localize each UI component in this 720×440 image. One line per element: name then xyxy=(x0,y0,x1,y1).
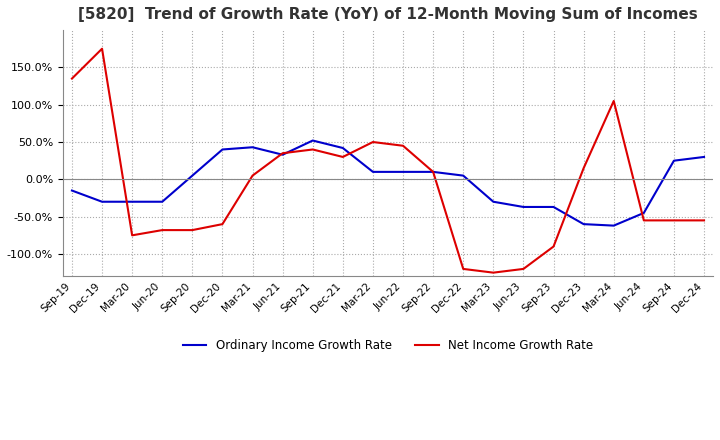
Net Income Growth Rate xyxy=(188,227,197,233)
Ordinary Income Growth Rate xyxy=(429,169,438,175)
Ordinary Income Growth Rate xyxy=(338,145,347,150)
Ordinary Income Growth Rate xyxy=(188,173,197,178)
Ordinary Income Growth Rate xyxy=(489,199,498,204)
Ordinary Income Growth Rate xyxy=(639,210,648,216)
Ordinary Income Growth Rate xyxy=(519,204,528,209)
Ordinary Income Growth Rate xyxy=(279,152,287,158)
Net Income Growth Rate xyxy=(489,270,498,275)
Net Income Growth Rate xyxy=(670,218,678,223)
Ordinary Income Growth Rate xyxy=(399,169,408,175)
Net Income Growth Rate xyxy=(279,150,287,156)
Net Income Growth Rate xyxy=(248,173,257,178)
Ordinary Income Growth Rate xyxy=(549,204,558,209)
Net Income Growth Rate xyxy=(338,154,347,160)
Line: Ordinary Income Growth Rate: Ordinary Income Growth Rate xyxy=(72,140,704,226)
Ordinary Income Growth Rate xyxy=(308,138,317,143)
Ordinary Income Growth Rate xyxy=(369,169,377,175)
Ordinary Income Growth Rate xyxy=(248,145,257,150)
Net Income Growth Rate xyxy=(700,218,708,223)
Net Income Growth Rate xyxy=(429,169,438,175)
Ordinary Income Growth Rate xyxy=(670,158,678,163)
Ordinary Income Growth Rate xyxy=(218,147,227,152)
Net Income Growth Rate xyxy=(609,98,618,103)
Title: [5820]  Trend of Growth Rate (YoY) of 12-Month Moving Sum of Incomes: [5820] Trend of Growth Rate (YoY) of 12-… xyxy=(78,7,698,22)
Net Income Growth Rate xyxy=(98,46,107,51)
Net Income Growth Rate xyxy=(519,266,528,271)
Ordinary Income Growth Rate xyxy=(98,199,107,204)
Net Income Growth Rate xyxy=(580,165,588,171)
Net Income Growth Rate xyxy=(639,218,648,223)
Net Income Growth Rate xyxy=(549,244,558,249)
Net Income Growth Rate xyxy=(399,143,408,148)
Net Income Growth Rate xyxy=(308,147,317,152)
Net Income Growth Rate xyxy=(68,76,76,81)
Ordinary Income Growth Rate xyxy=(459,173,467,178)
Ordinary Income Growth Rate xyxy=(580,221,588,227)
Net Income Growth Rate xyxy=(369,139,377,145)
Ordinary Income Growth Rate xyxy=(700,154,708,160)
Ordinary Income Growth Rate xyxy=(68,188,76,193)
Ordinary Income Growth Rate xyxy=(158,199,166,204)
Legend: Ordinary Income Growth Rate, Net Income Growth Rate: Ordinary Income Growth Rate, Net Income … xyxy=(178,334,598,357)
Net Income Growth Rate xyxy=(459,266,467,271)
Ordinary Income Growth Rate xyxy=(128,199,137,204)
Net Income Growth Rate xyxy=(158,227,166,233)
Line: Net Income Growth Rate: Net Income Growth Rate xyxy=(72,49,704,273)
Ordinary Income Growth Rate xyxy=(609,223,618,228)
Net Income Growth Rate xyxy=(128,233,137,238)
Net Income Growth Rate xyxy=(218,221,227,227)
